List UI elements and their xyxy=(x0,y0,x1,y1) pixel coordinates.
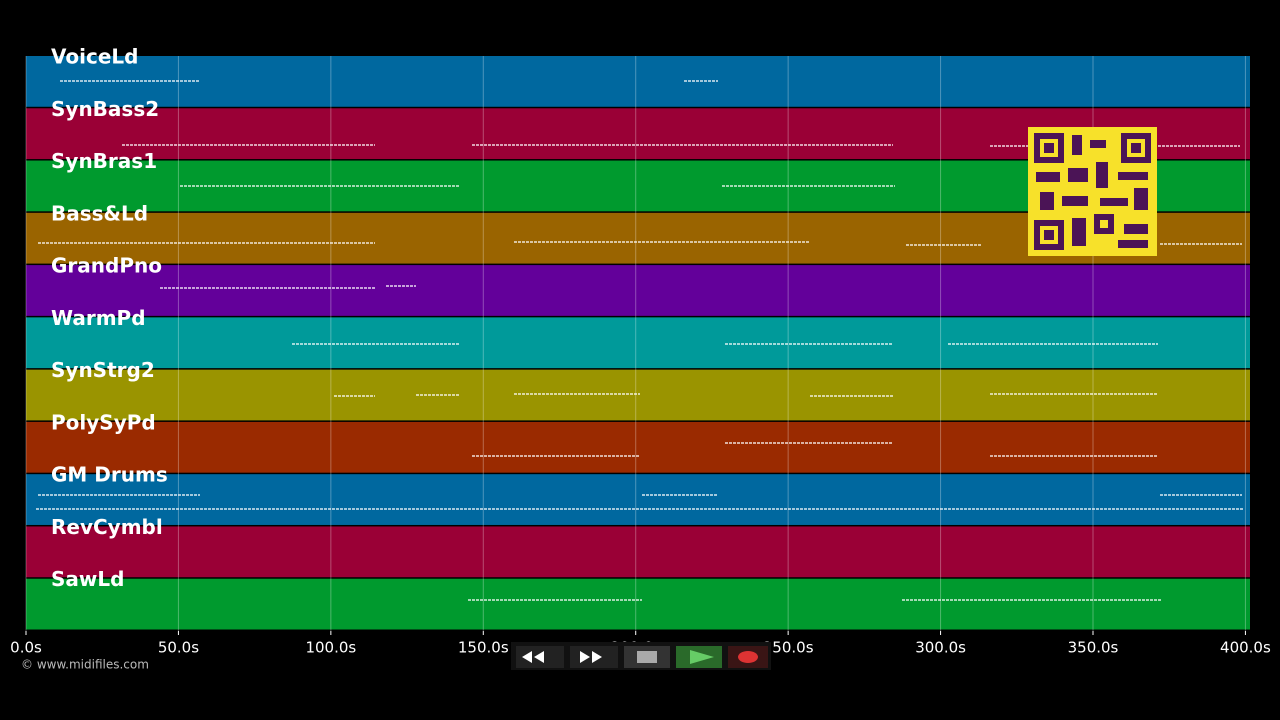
track-band xyxy=(26,578,1250,630)
rewind-button[interactable] xyxy=(516,646,564,668)
track-label: SynBras1 xyxy=(51,149,157,173)
play-button[interactable] xyxy=(676,646,722,668)
track-label: GM Drums xyxy=(51,463,168,487)
track-band xyxy=(26,421,1250,473)
tick-label: 350.0s xyxy=(1068,639,1119,657)
track-band xyxy=(26,526,1250,578)
qr-code xyxy=(1028,127,1157,256)
tick-label: 100.0s xyxy=(305,639,356,657)
tick-label: 50.0s xyxy=(158,639,199,657)
copyright: © www.midifiles.com xyxy=(21,658,149,672)
track-band xyxy=(26,317,1250,369)
tick-label: 150.0s xyxy=(458,639,509,657)
transport-controls xyxy=(511,642,771,670)
track-band xyxy=(26,474,1250,525)
track-label: PolySyPd xyxy=(51,410,156,434)
track-label: VoiceLd xyxy=(51,45,138,69)
track-label: SynStrg2 xyxy=(51,358,155,382)
stop-button[interactable] xyxy=(624,646,670,668)
track-label: WarmPd xyxy=(51,306,146,330)
record-button[interactable] xyxy=(728,646,768,668)
track-band xyxy=(26,56,1250,107)
tick-label: 250.0s xyxy=(763,639,814,657)
track-label: SynBass2 xyxy=(51,97,159,121)
tick-label: 0.0s xyxy=(10,639,42,657)
track-label: SawLd xyxy=(51,567,124,591)
track-band xyxy=(26,369,1250,421)
track-label: Bass&Ld xyxy=(51,201,148,225)
track-label: RevCymbl xyxy=(51,515,163,539)
track-band xyxy=(26,265,1250,316)
track-label: GrandPno xyxy=(51,254,162,278)
tick-label: 400.0s xyxy=(1220,639,1271,657)
fast-forward-button[interactable] xyxy=(570,646,618,668)
tick-label: 300.0s xyxy=(915,639,966,657)
